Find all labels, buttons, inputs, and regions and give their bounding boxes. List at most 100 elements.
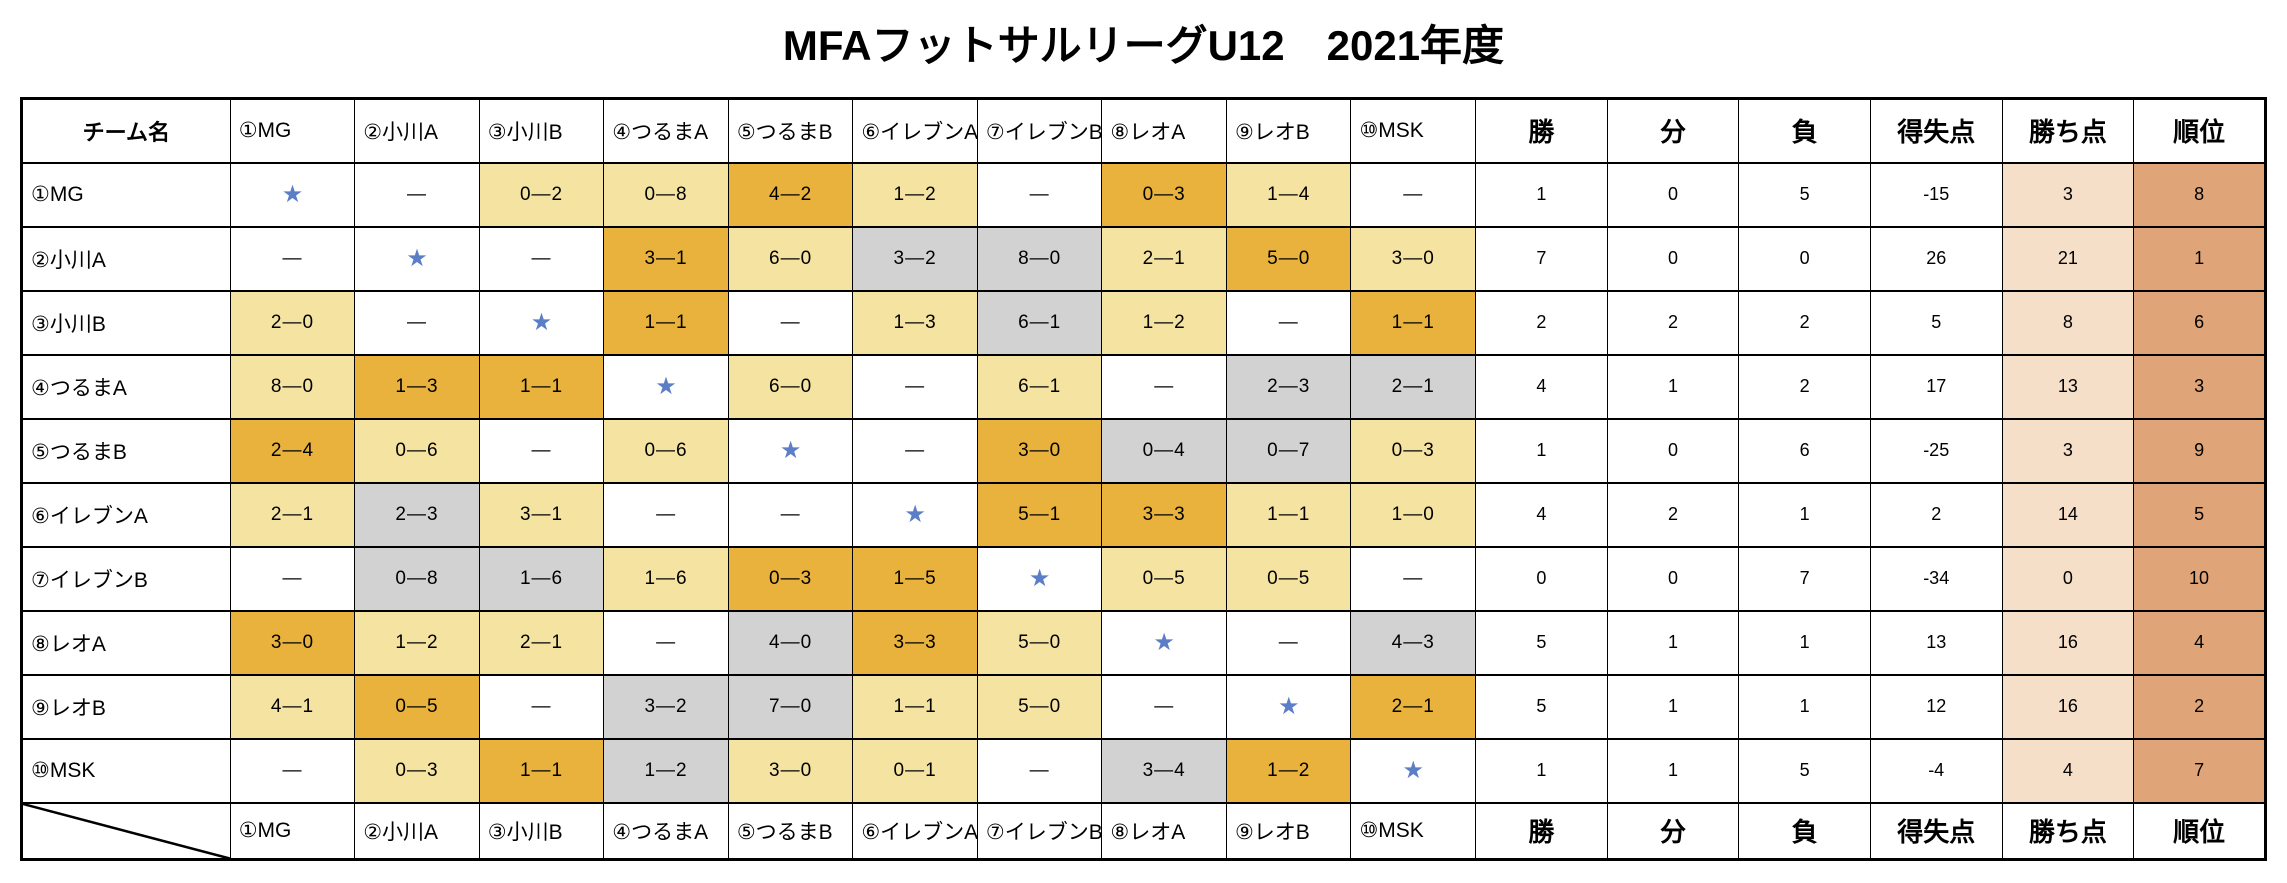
- wins-cell: 0: [1475, 545, 1608, 612]
- team-name-cell: ⑧レオA: [21, 609, 231, 676]
- draws-cell: 1: [1606, 673, 1740, 740]
- footer-summary-header: 勝: [1475, 801, 1608, 861]
- score-cell: 0—8: [354, 545, 480, 612]
- score-cell: —: [976, 161, 1103, 228]
- score-cell: 2—1: [229, 481, 356, 548]
- score-cell: 1—1: [1350, 289, 1477, 356]
- points-cell: 8: [2001, 289, 2135, 356]
- footer-column-header: ⑨レオB: [1225, 801, 1352, 861]
- column-header: ③小川B: [478, 97, 605, 164]
- score-cell: —: [976, 737, 1103, 804]
- rank-cell: 4: [2133, 609, 2266, 676]
- table-row: ②小川A — ★ —3—1 6—0 3—2 8—0 2—1 5—0 3—0 7 0 0 26 21 1: [21, 225, 2266, 292]
- score-cell: —: [478, 673, 605, 740]
- score-cell: —: [1101, 353, 1227, 420]
- losses-cell: 0: [1738, 225, 1871, 292]
- footer-column-header: ②小川A: [354, 801, 480, 861]
- goal-diff-cell: -34: [1869, 545, 2003, 612]
- team-name-cell: ②小川A: [21, 225, 231, 292]
- draws-cell: 2: [1606, 289, 1740, 356]
- table-row: ⑧レオA 3—0 1—2 2—1—4—0 3—3 5—0 ★ —4—3 5 1 1 13 16 4: [21, 609, 2266, 676]
- diagonal-line: [23, 804, 230, 859]
- score-cell: 0—6: [354, 417, 480, 484]
- points-cell: 3: [2001, 417, 2135, 484]
- summary-header: 勝: [1475, 97, 1608, 164]
- column-header: ⑦イレブンB: [976, 97, 1103, 164]
- footer-row: ①MG ②小川A ③小川B ④つるまA ⑤つるまB ⑥イレブンA ⑦イレブンB ⑧レオA ⑨レオ…: [21, 801, 2266, 861]
- score-cell: —: [1225, 609, 1352, 676]
- goal-diff-cell: 17: [1869, 353, 2003, 420]
- score-cell: —: [852, 353, 978, 420]
- losses-cell: 5: [1738, 161, 1871, 228]
- footer-summary-header: 得失点: [1869, 801, 2003, 861]
- draws-cell: 0: [1606, 545, 1740, 612]
- score-cell: 6—0: [727, 225, 854, 292]
- points-cell: 21: [2001, 225, 2135, 292]
- score-cell: —: [478, 417, 605, 484]
- score-cell: 6—1: [976, 353, 1103, 420]
- footer-column-header: ④つるまA: [603, 801, 729, 861]
- rank-cell: 7: [2133, 737, 2266, 804]
- score-cell: 4—1: [229, 673, 356, 740]
- table-row: ⑤つるまB 2—4 0—6—0—6 ★ —3—0 0—4 0—7 0—3 1 0 6 -25 3 9: [21, 417, 2266, 484]
- score-cell: 4—3: [1350, 609, 1477, 676]
- wins-cell: 1: [1475, 161, 1608, 228]
- draws-cell: 0: [1606, 161, 1740, 228]
- footer-column-header: ③小川B: [478, 801, 605, 861]
- points-cell: 4: [2001, 737, 2135, 804]
- footer-column-header: ⑦イレブンB: [976, 801, 1103, 861]
- table-row: ⑨レオB 4—1 0—5—3—2 7—0 1—1 5—0— ★ 2—1 5 1 1 12 16 2: [21, 673, 2266, 740]
- draws-cell: 1: [1606, 737, 1740, 804]
- score-cell: —: [603, 481, 729, 548]
- team-name-cell: ⑨レオB: [21, 673, 231, 740]
- goal-diff-cell: -4: [1869, 737, 2003, 804]
- losses-cell: 6: [1738, 417, 1871, 484]
- score-cell: 2—0: [229, 289, 356, 356]
- team-name-cell: ⑤つるまB: [21, 417, 231, 484]
- self-match-star-cell: ★: [229, 161, 356, 228]
- wins-cell: 4: [1475, 353, 1608, 420]
- diagonal-corner-cell: [21, 801, 231, 861]
- score-cell: 1—2: [852, 161, 978, 228]
- footer-summary-header: 順位: [2133, 801, 2266, 861]
- score-cell: 2—1: [478, 609, 605, 676]
- rank-cell: 8: [2133, 161, 2266, 228]
- score-cell: —: [1350, 545, 1477, 612]
- column-header: ⑥イレブンA: [852, 97, 978, 164]
- goal-diff-cell: 5: [1869, 289, 2003, 356]
- points-cell: 3: [2001, 161, 2135, 228]
- team-name-cell: ⑩MSK: [21, 737, 231, 804]
- score-cell: 1—4: [1225, 161, 1352, 228]
- points-cell: 0: [2001, 545, 2135, 612]
- column-header: ④つるまA: [603, 97, 729, 164]
- self-match-star-cell: ★: [1350, 737, 1477, 804]
- self-match-star-cell: ★: [976, 545, 1103, 612]
- score-cell: 1—6: [478, 545, 605, 612]
- goal-diff-cell: 12: [1869, 673, 2003, 740]
- footer-column-header: ⑧レオA: [1101, 801, 1227, 861]
- score-cell: 0—5: [1225, 545, 1352, 612]
- score-cell: 0—6: [603, 417, 729, 484]
- wins-cell: 7: [1475, 225, 1608, 292]
- goal-diff-cell: -15: [1869, 161, 2003, 228]
- losses-cell: 7: [1738, 545, 1871, 612]
- losses-cell: 2: [1738, 353, 1871, 420]
- score-cell: —: [727, 481, 854, 548]
- score-cell: 1—2: [1225, 737, 1352, 804]
- wins-cell: 4: [1475, 481, 1608, 548]
- score-cell: 1—1: [603, 289, 729, 356]
- team-name-cell: ⑦イレブンB: [21, 545, 231, 612]
- rank-cell: 3: [2133, 353, 2266, 420]
- rank-cell: 10: [2133, 545, 2266, 612]
- score-cell: 0—5: [1101, 545, 1227, 612]
- score-cell: 3—0: [1350, 225, 1477, 292]
- table-row: ⑩MSK —0—3 1—1 1—2 3—0 0—1—3—4 1—2 ★ 1 1 5 -4 4 7: [21, 737, 2266, 804]
- wins-cell: 1: [1475, 737, 1608, 804]
- score-cell: 0—3: [727, 545, 854, 612]
- team-name-cell: ①MG: [21, 161, 231, 228]
- score-cell: —: [1350, 161, 1477, 228]
- points-cell: 16: [2001, 609, 2135, 676]
- footer-column-header: ⑤つるまB: [727, 801, 854, 861]
- losses-cell: 5: [1738, 737, 1871, 804]
- score-cell: 1—5: [852, 545, 978, 612]
